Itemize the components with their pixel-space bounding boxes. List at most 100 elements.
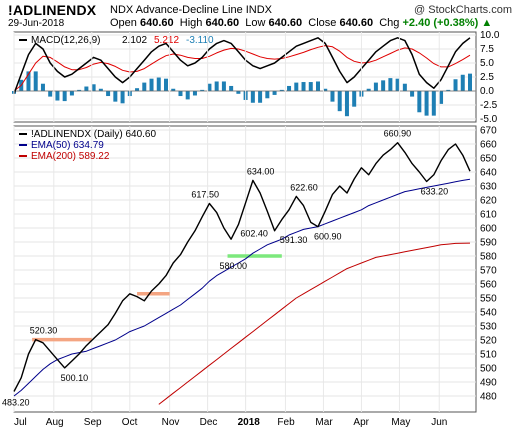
macd-legend-value: 2.102 <box>122 35 147 46</box>
macd-histogram-bar <box>330 91 335 102</box>
macd-histogram-bar <box>55 91 60 101</box>
x-axis-tick: Nov <box>162 417 180 428</box>
price-y-tick: 500 <box>480 364 497 375</box>
macd-histogram-bar <box>113 91 118 102</box>
close-value: 640.60 <box>339 17 374 29</box>
price-legend-title: !ADLINENDX (Daily) 640.60 <box>31 129 156 140</box>
macd-histogram-bar <box>410 91 415 97</box>
stockcharts-credit: @ StockCharts.com <box>414 4 512 16</box>
x-axis-tick: Mar <box>315 417 333 428</box>
macd-histogram-bar <box>84 86 89 91</box>
x-axis-tick: Jun <box>431 417 447 428</box>
macd-histogram-bar <box>431 91 436 116</box>
macd-histogram-bar <box>316 81 320 91</box>
symbol-description: NDX Advance-Decline Line INDX <box>110 4 273 16</box>
price-data-label: 483.20 <box>2 398 30 408</box>
macd-histogram-bar <box>106 91 111 97</box>
x-axis-tick: Jul <box>14 417 27 428</box>
macd-legend-name: MACD(12,26,9) <box>31 35 100 46</box>
price-y-tick: 600 <box>480 224 497 235</box>
macd-histogram-bar <box>236 91 241 94</box>
price-y-tick: 610 <box>480 210 497 221</box>
price-line <box>13 142 471 392</box>
price-y-tick: 590 <box>480 238 497 249</box>
high-value: 640.60 <box>205 17 240 29</box>
macd-y-tick: -2.5 <box>480 100 498 111</box>
price-y-tick: 540 <box>480 308 497 319</box>
open-value: 640.60 <box>139 17 174 29</box>
close-label: Close <box>308 17 337 29</box>
x-axis-tick: Oct <box>122 417 138 428</box>
x-axis-tick: May <box>391 417 410 428</box>
price-y-tick: 630 <box>480 182 497 193</box>
price-data-label: 500.10 <box>61 373 89 383</box>
price-data-label: 600.90 <box>314 232 342 242</box>
x-axis-tick: Dec <box>200 417 218 428</box>
chg-value: +2.40 (+0.38%) <box>402 17 479 29</box>
price-data-label: 634.00 <box>247 166 275 176</box>
price-data-label: 633.20 <box>421 187 449 197</box>
macd-histogram-bar <box>164 78 168 91</box>
macd-histogram-bar <box>258 91 263 103</box>
macd-histogram-bar <box>468 73 472 91</box>
macd-histogram-bar <box>120 91 125 104</box>
macd-y-tick: -5.0 <box>480 114 498 125</box>
macd-histogram-bar <box>453 79 458 91</box>
price-y-tick: 620 <box>480 196 497 207</box>
macd-histogram-bar <box>185 91 190 100</box>
x-axis-tick: Feb <box>277 417 295 428</box>
price-y-tick: 580 <box>480 252 497 263</box>
macd-histogram-bar <box>178 91 183 97</box>
price-data-label: 602.40 <box>240 229 268 239</box>
price-y-tick: 560 <box>480 280 497 291</box>
macd-histogram-bar <box>98 88 103 91</box>
macd-y-tick: 10.0 <box>480 30 500 41</box>
macd-histogram-bar <box>91 84 96 91</box>
macd-signal-line <box>13 45 471 92</box>
macd-histogram-bar <box>395 78 400 91</box>
macd-legend-histogram: -3.110 <box>186 35 214 46</box>
macd-histogram-bar <box>344 91 349 117</box>
price-y-tick: 510 <box>480 350 497 361</box>
ema200-line <box>158 242 471 405</box>
x-axis-tick: 2018 <box>238 417 261 428</box>
macd-histogram-bar <box>33 71 38 91</box>
macd-histogram-bar <box>192 91 197 96</box>
macd-histogram-bar <box>366 88 371 91</box>
price-y-tick: 640 <box>480 168 497 179</box>
macd-histogram-bar <box>417 91 422 113</box>
macd-histogram-bar <box>337 91 342 112</box>
price-y-tick: 530 <box>480 322 497 333</box>
macd-histogram-bar <box>229 85 234 91</box>
low-label: Low <box>245 17 266 29</box>
macd-histogram-bar <box>301 82 306 91</box>
macd-histogram-bar <box>142 82 147 91</box>
macd-histogram-bar <box>287 85 292 91</box>
price-y-tick: 670 <box>480 126 497 137</box>
macd-line <box>13 37 471 95</box>
price-y-tick: 550 <box>480 294 497 305</box>
macd-histogram-bar <box>279 89 284 91</box>
macd-histogram-bar <box>207 83 212 91</box>
price-y-tick: 570 <box>480 266 497 277</box>
macd-histogram-bar <box>69 91 74 96</box>
macd-histogram-bar <box>26 71 31 91</box>
macd-histogram-bar <box>402 83 407 91</box>
price-y-tick: 490 <box>480 378 497 389</box>
quote-date: 29-Jun-2018 <box>8 18 65 29</box>
macd-histogram-bar <box>200 89 205 91</box>
symbol-title: !ADLINENDX <box>8 2 97 18</box>
high-label: High <box>179 17 203 29</box>
macd-histogram-bar <box>308 82 313 91</box>
low-value: 640.60 <box>268 17 303 29</box>
ema50-line <box>13 178 471 397</box>
macd-histogram-bar <box>171 88 176 91</box>
macd-histogram-bar <box>373 82 378 91</box>
price-y-tick: 660 <box>480 140 497 151</box>
macd-histogram-bar <box>149 78 154 91</box>
price-y-tick: 650 <box>480 154 497 165</box>
macd-histogram-bar <box>214 81 219 91</box>
macd-y-tick: 0.0 <box>480 86 494 97</box>
price-data-label: 622.60 <box>290 182 318 192</box>
macd-histogram-bar <box>221 81 226 91</box>
